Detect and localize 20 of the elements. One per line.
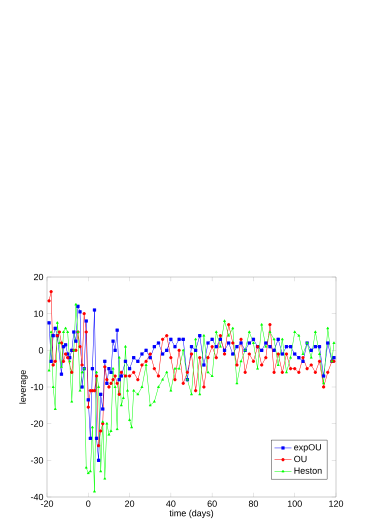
x-axis-title: time (days) xyxy=(169,510,214,518)
y-tick-label: 0 xyxy=(38,347,44,354)
x-tick-label: -20 xyxy=(40,500,54,507)
y-tick-label: 20 xyxy=(34,274,44,280)
x-tick-label: 40 xyxy=(166,500,176,507)
y-tick-label: -10 xyxy=(30,384,44,390)
legend-label: OU xyxy=(294,456,306,462)
x-tick-label: 80 xyxy=(248,500,258,507)
y-tick-label: -20 xyxy=(30,420,44,427)
x-tick-label: 100 xyxy=(288,500,302,507)
x-tick-label: 0 xyxy=(86,500,90,507)
y-tick-label: -40 xyxy=(30,494,44,500)
x-tick-label: 60 xyxy=(208,500,217,507)
legend-label: Heston xyxy=(294,468,322,474)
y-tick-label: -30 xyxy=(30,457,44,464)
legend-label: expOU xyxy=(294,444,321,452)
y-tick-label: 10 xyxy=(34,310,44,317)
y-axis-title: leverage xyxy=(19,370,28,404)
x-tick-label: 120 xyxy=(329,500,344,507)
x-tick-label: 20 xyxy=(125,500,134,507)
